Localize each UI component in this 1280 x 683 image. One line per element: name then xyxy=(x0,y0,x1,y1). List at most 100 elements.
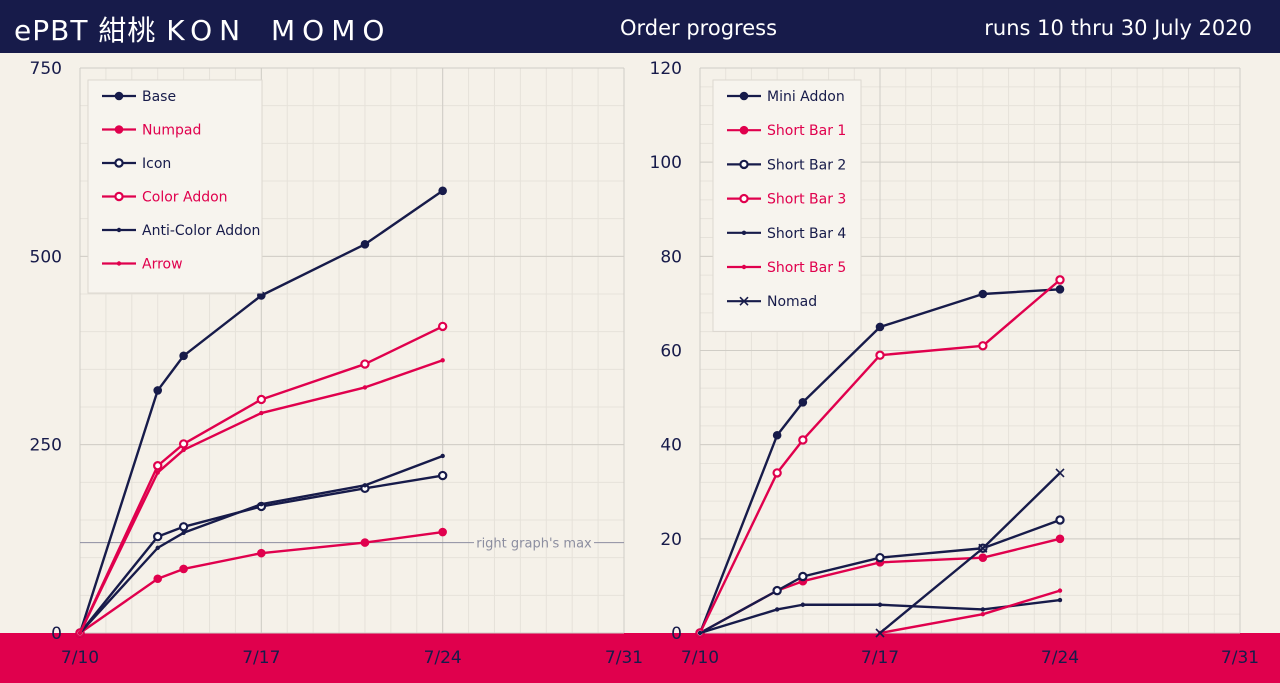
data-point xyxy=(739,296,749,306)
data-point xyxy=(1055,284,1065,294)
y-tick-label: 40 xyxy=(660,436,682,456)
legend-item: Base xyxy=(102,89,176,105)
series-line xyxy=(79,454,444,634)
legend-item: Color Addon xyxy=(102,190,228,206)
data-point xyxy=(438,527,447,537)
data-point xyxy=(1055,275,1065,285)
legend-item: Icon xyxy=(102,156,171,172)
series-line xyxy=(79,530,443,634)
legend: Base Numpad Icon Color Addon Anti-Color Addo… xyxy=(87,79,263,294)
legend-label: Base xyxy=(142,89,176,105)
data-point xyxy=(875,322,885,332)
legend-label: Mini Addon xyxy=(767,89,845,105)
data-point xyxy=(877,602,883,607)
name-kon-text: KON xyxy=(166,14,248,47)
y-tick-label: 120 xyxy=(650,59,682,79)
series-arrow xyxy=(77,358,445,636)
data-point xyxy=(1057,588,1063,593)
legend-label: Anti-Color Addon xyxy=(142,223,260,239)
data-point xyxy=(739,193,749,204)
legend-item: Short Bar 3 xyxy=(727,192,846,208)
data-point xyxy=(875,628,885,638)
data-point-stroke xyxy=(1055,468,1065,478)
data-point xyxy=(153,386,163,395)
name-momo-text: MOMO xyxy=(271,14,392,47)
page-title: ePBT 紺桃 KON MOMO xyxy=(14,9,391,49)
data-point xyxy=(980,607,986,612)
data-point xyxy=(438,186,447,196)
data-point-stroke xyxy=(875,628,885,638)
legend-label: Short Bar 4 xyxy=(767,226,846,242)
data-point xyxy=(774,607,780,612)
data-point xyxy=(114,158,124,168)
legend-label: Icon xyxy=(142,156,171,172)
series-line xyxy=(698,278,1061,634)
data-point xyxy=(362,483,368,488)
brand-text: ePBT xyxy=(14,14,89,47)
series-line xyxy=(78,325,444,634)
chart-heading: Order progress xyxy=(620,16,778,40)
chart-panel-2: 0 20 40 60 80 100 120 Mini Addon Short Bar 1 Shor… xyxy=(650,59,1260,668)
data-point xyxy=(360,538,370,547)
legend-item: Mini Addon xyxy=(727,89,845,105)
data-point xyxy=(153,461,163,471)
legend-item: Short Bar 5 xyxy=(727,260,846,276)
legend-label: Numpad xyxy=(142,123,201,139)
series-line xyxy=(698,288,1061,634)
legend: Mini Addon Short Bar 1 Short Bar 2 Short Ba… xyxy=(712,79,862,332)
legend-label: Color Addon xyxy=(142,190,228,206)
data-point xyxy=(1055,534,1065,544)
x-tick-label: 7/24 xyxy=(1041,648,1079,668)
data-point xyxy=(798,397,808,407)
x-tick-label: 7/17 xyxy=(861,648,899,668)
data-point xyxy=(980,611,986,617)
data-point xyxy=(362,385,368,390)
data-point xyxy=(739,159,749,170)
legend-box xyxy=(712,79,862,332)
y-tick-label: 80 xyxy=(660,247,682,267)
data-point xyxy=(179,351,188,361)
chart-panel-1: 0 250 500 750 right graph's max Base Numpad Ico… xyxy=(30,59,644,668)
data-point xyxy=(1057,597,1063,603)
data-point-stroke xyxy=(978,543,988,553)
data-point xyxy=(153,574,163,584)
data-point xyxy=(257,548,266,558)
data-point xyxy=(153,531,163,542)
data-point xyxy=(360,239,370,249)
x-tick-label: 7/24 xyxy=(424,648,462,668)
x-tick-label: 7/31 xyxy=(1221,648,1259,668)
data-point xyxy=(978,543,988,553)
data-point xyxy=(798,435,808,445)
data-point xyxy=(739,91,749,101)
data-point xyxy=(798,571,808,582)
legend-label: Short Bar 5 xyxy=(767,260,846,276)
legend-label: Short Bar 1 xyxy=(767,123,846,139)
data-point xyxy=(875,350,885,360)
kanji-text: 紺桃 xyxy=(98,14,157,47)
data-point xyxy=(114,125,124,134)
data-point xyxy=(697,630,703,636)
data-point xyxy=(800,602,806,607)
series-nomad xyxy=(875,468,1065,638)
data-point xyxy=(178,439,189,449)
data-point xyxy=(155,470,160,475)
series-short-bar-4 xyxy=(697,597,1063,636)
legend-item: Anti-Color Addon xyxy=(102,223,260,239)
series-line xyxy=(79,474,443,634)
series-line xyxy=(78,189,444,634)
data-point-stroke xyxy=(739,296,749,306)
legend-item: Arrow xyxy=(102,257,183,273)
y-tick-label: 250 xyxy=(30,436,62,456)
legend-item: Numpad xyxy=(102,123,201,139)
legend-item: Short Bar 4 xyxy=(727,226,846,242)
data-point xyxy=(978,289,988,299)
x-tick-label: 7/10 xyxy=(681,648,719,668)
series-short-bar-3 xyxy=(695,275,1065,638)
legend-item: Nomad xyxy=(727,294,817,310)
data-point xyxy=(114,191,124,202)
x-tick-label: 7/17 xyxy=(242,648,280,668)
data-point xyxy=(437,321,448,332)
data-point xyxy=(440,358,445,363)
